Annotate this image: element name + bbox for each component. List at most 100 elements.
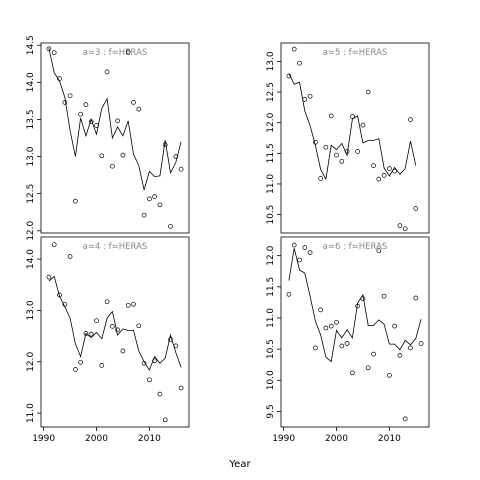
data-point	[350, 114, 355, 119]
panel-title: a=3 : f=HERAS	[83, 48, 148, 58]
y-tick-label: 12.0	[266, 245, 276, 265]
data-point	[344, 341, 350, 346]
data-point	[313, 139, 318, 145]
data-point	[94, 318, 99, 324]
data-point	[381, 293, 387, 299]
data-point	[302, 245, 308, 250]
x-tick-label: 2010	[378, 434, 401, 444]
y-tick-label: 12.0	[26, 351, 36, 371]
data-point	[402, 416, 408, 422]
data-point	[334, 152, 339, 158]
data-point	[110, 324, 115, 329]
fitted-line	[48, 48, 182, 191]
y-tick-label: 12.5	[26, 184, 36, 204]
y-tick-label: 10.0	[266, 370, 276, 390]
data-point	[291, 46, 297, 52]
data-point	[413, 206, 419, 211]
y-tick-label: 13.0	[266, 51, 276, 71]
x-axis-label: Year	[228, 459, 251, 470]
data-point	[147, 377, 152, 383]
panel-title: a=5 : f=HERAS	[323, 48, 388, 58]
data-point	[178, 166, 184, 172]
panel-1: a=3 : f=HERAS 12.0 12.5 13.0 13.5 14.0 14.5	[26, 35, 190, 241]
data-point	[73, 367, 78, 372]
data-point	[152, 358, 157, 364]
data-point	[392, 168, 397, 174]
data-point	[115, 327, 120, 333]
panel-title: a=6 : f=HERAS	[323, 242, 388, 252]
data-point	[328, 323, 334, 329]
data-point	[115, 118, 120, 124]
data-point	[376, 248, 382, 254]
data-point	[73, 198, 78, 204]
y-tick-label: 11.0	[266, 308, 276, 328]
data-point	[136, 106, 142, 112]
data-point	[157, 391, 163, 397]
data-point	[168, 337, 173, 343]
panel-3: a=4 : f=HERAS 11.0 12.0 13.0 14.0 1990 2000 201…	[26, 236, 190, 444]
x-tick-label: 2000	[325, 434, 348, 444]
data-point	[141, 360, 147, 366]
data-point	[307, 93, 313, 99]
data-point	[157, 202, 163, 208]
data-point	[51, 50, 57, 55]
data-point	[339, 158, 345, 164]
data-point	[51, 242, 57, 248]
panel-4: a=6 : f=HERAS 9.5 10.0 10.5 11.0 11.5 12.0 1990…	[266, 236, 430, 444]
panel-frame	[40, 42, 190, 234]
data-point	[125, 302, 131, 308]
data-point	[318, 307, 323, 313]
panel-title: a=4 : f=HERAS	[83, 242, 148, 252]
data-point	[62, 100, 68, 105]
data-point	[397, 223, 403, 228]
y-tick-label: 14.5	[26, 35, 36, 55]
data-point	[78, 359, 83, 365]
y-tick-label: 9.5	[266, 404, 276, 418]
data-point	[286, 291, 292, 297]
data-point	[104, 299, 110, 305]
data-point	[168, 223, 173, 229]
fitted-line	[288, 248, 422, 363]
data-point	[408, 117, 413, 122]
data-point	[402, 226, 408, 232]
y-tick-label: 12.5	[266, 82, 276, 102]
data-point	[413, 295, 419, 301]
data-point	[286, 73, 292, 79]
data-point	[328, 113, 334, 119]
data-point	[387, 372, 392, 378]
data-point	[88, 119, 94, 125]
data-point	[120, 348, 126, 354]
data-point	[83, 102, 89, 107]
fitted-line	[288, 73, 417, 181]
data-point	[355, 303, 360, 309]
data-point	[173, 154, 179, 159]
y-tick-label: 14.0	[26, 72, 36, 92]
data-point	[350, 370, 355, 376]
data-point	[120, 152, 126, 158]
data-point	[178, 385, 184, 391]
y-tick-label: 11.0	[266, 174, 276, 194]
data-point	[334, 319, 339, 325]
data-point	[46, 274, 52, 280]
panel-frame	[40, 236, 190, 428]
data-point	[297, 60, 302, 66]
x-tick-label: 2000	[85, 434, 108, 444]
data-point	[339, 343, 345, 349]
data-point	[381, 173, 387, 178]
data-point	[355, 149, 360, 154]
data-point	[136, 323, 142, 329]
data-point	[397, 353, 403, 358]
data-point	[131, 100, 136, 105]
data-point	[418, 341, 424, 346]
data-point	[57, 76, 62, 81]
data-point	[392, 323, 397, 329]
panel-2: a=5 : f=HERAS 10.5 11.0 11.5 12.0 12.5 13.0	[266, 42, 430, 234]
data-point	[313, 345, 318, 351]
data-point	[344, 149, 350, 154]
data-point	[99, 153, 105, 159]
data-point	[88, 331, 94, 337]
data-point	[162, 142, 168, 148]
data-point	[104, 69, 110, 75]
panel-frame	[280, 236, 430, 428]
